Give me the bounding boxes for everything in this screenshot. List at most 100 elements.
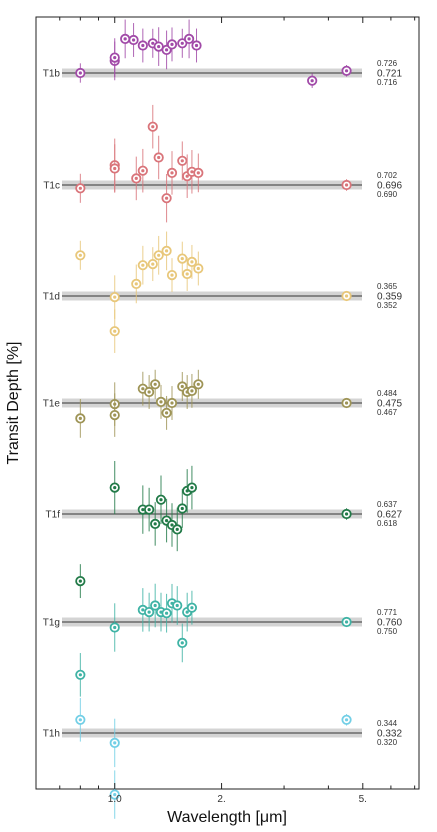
- planet-label: T1c: [43, 181, 60, 192]
- data-point-core: [131, 38, 136, 42]
- data-point-core: [180, 384, 184, 389]
- data-point-core: [113, 56, 117, 60]
- data-point-core: [78, 71, 82, 75]
- data-point-core: [190, 170, 194, 174]
- depth-value: 0.627: [377, 510, 402, 521]
- data-point-core: [153, 382, 157, 386]
- data-point-core: [113, 793, 117, 797]
- data-point-core: [141, 263, 145, 267]
- data-point-core: [147, 508, 151, 512]
- depth-upper: 0.344: [377, 719, 398, 728]
- depth-upper: 0.771: [377, 608, 398, 617]
- data-point-core: [170, 42, 174, 47]
- data-point-core: [134, 282, 138, 286]
- x-tick-label: 5.: [359, 794, 367, 805]
- data-point-core: [344, 718, 349, 722]
- data-point-core: [151, 262, 155, 266]
- data-point-core: [113, 625, 117, 630]
- data-point-core: [190, 606, 194, 610]
- data-point-core: [190, 389, 194, 393]
- depth-lower: 0.750: [377, 627, 398, 636]
- data-point-core: [170, 273, 174, 277]
- planet-label: T1h: [43, 729, 60, 740]
- data-point-core: [78, 718, 82, 722]
- data-point-core: [78, 579, 82, 583]
- data-point-core: [141, 508, 145, 512]
- data-point-core: [164, 48, 169, 52]
- data-point-core: [185, 610, 189, 614]
- data-point-core: [141, 43, 145, 48]
- x-axis-label: Wavelength [μm]: [167, 809, 287, 826]
- data-point-core: [196, 382, 200, 386]
- depth-value: 0.359: [377, 292, 402, 303]
- data-point-core: [190, 260, 194, 264]
- data-point-core: [113, 486, 117, 490]
- data-point-core: [113, 166, 117, 171]
- data-point-core: [164, 249, 169, 253]
- data-point-core: [180, 506, 184, 511]
- depth-upper: 0.484: [377, 389, 398, 398]
- planet-label: T1e: [43, 399, 61, 410]
- data-point-core: [164, 196, 169, 200]
- depth-value: 0.332: [377, 729, 402, 740]
- data-point-core: [113, 295, 117, 299]
- planet-label: T1b: [43, 69, 61, 80]
- depth-value: 0.475: [377, 399, 402, 410]
- depth-value: 0.760: [377, 618, 402, 629]
- data-point-core: [196, 171, 200, 175]
- data-point-core: [180, 159, 184, 163]
- data-point-core: [147, 390, 151, 394]
- data-point-core: [187, 37, 191, 41]
- data-point-core: [134, 176, 138, 180]
- data-point-core: [170, 523, 174, 527]
- depth-lower: 0.467: [377, 408, 398, 417]
- depth-lower: 0.352: [377, 301, 398, 310]
- data-point-core: [113, 329, 117, 333]
- data-point-core: [78, 253, 82, 257]
- data-point-core: [190, 486, 194, 490]
- y-axis-label: Transit Depth [%]: [5, 341, 22, 464]
- data-point-core: [157, 45, 161, 49]
- data-point-core: [151, 125, 155, 129]
- data-point-core: [141, 387, 145, 391]
- data-point-core: [185, 174, 189, 178]
- data-point-core: [141, 608, 145, 612]
- depth-upper: 0.637: [377, 500, 398, 509]
- data-point-core: [78, 416, 82, 420]
- x-tick-label: 2.: [217, 794, 225, 805]
- data-point-core: [180, 257, 184, 261]
- depth-upper: 0.365: [377, 282, 398, 291]
- depth-lower: 0.618: [377, 519, 398, 528]
- data-point-core: [344, 294, 349, 298]
- x-tick-label: 1.0: [108, 794, 122, 805]
- data-point-core: [78, 186, 82, 190]
- data-point-core: [153, 522, 157, 526]
- data-point-core: [147, 610, 151, 614]
- depth-value: 0.721: [377, 69, 402, 80]
- depth-lower: 0.716: [377, 78, 398, 87]
- data-point-core: [113, 741, 117, 745]
- data-point-core: [310, 79, 314, 83]
- data-point-core: [344, 512, 349, 516]
- data-point-core: [141, 169, 145, 173]
- depth-value: 0.696: [377, 181, 402, 192]
- data-point-core: [170, 171, 174, 175]
- data-point-core: [175, 527, 179, 532]
- data-point-core: [164, 519, 169, 523]
- data-point-core: [151, 41, 155, 45]
- planet-label: T1d: [43, 292, 60, 303]
- data-point-core: [159, 498, 163, 502]
- data-point-core: [170, 401, 174, 405]
- data-point-core: [157, 155, 161, 160]
- depth-lower: 0.320: [377, 738, 398, 747]
- data-point-core: [344, 183, 349, 187]
- planet-label: T1f: [46, 510, 61, 521]
